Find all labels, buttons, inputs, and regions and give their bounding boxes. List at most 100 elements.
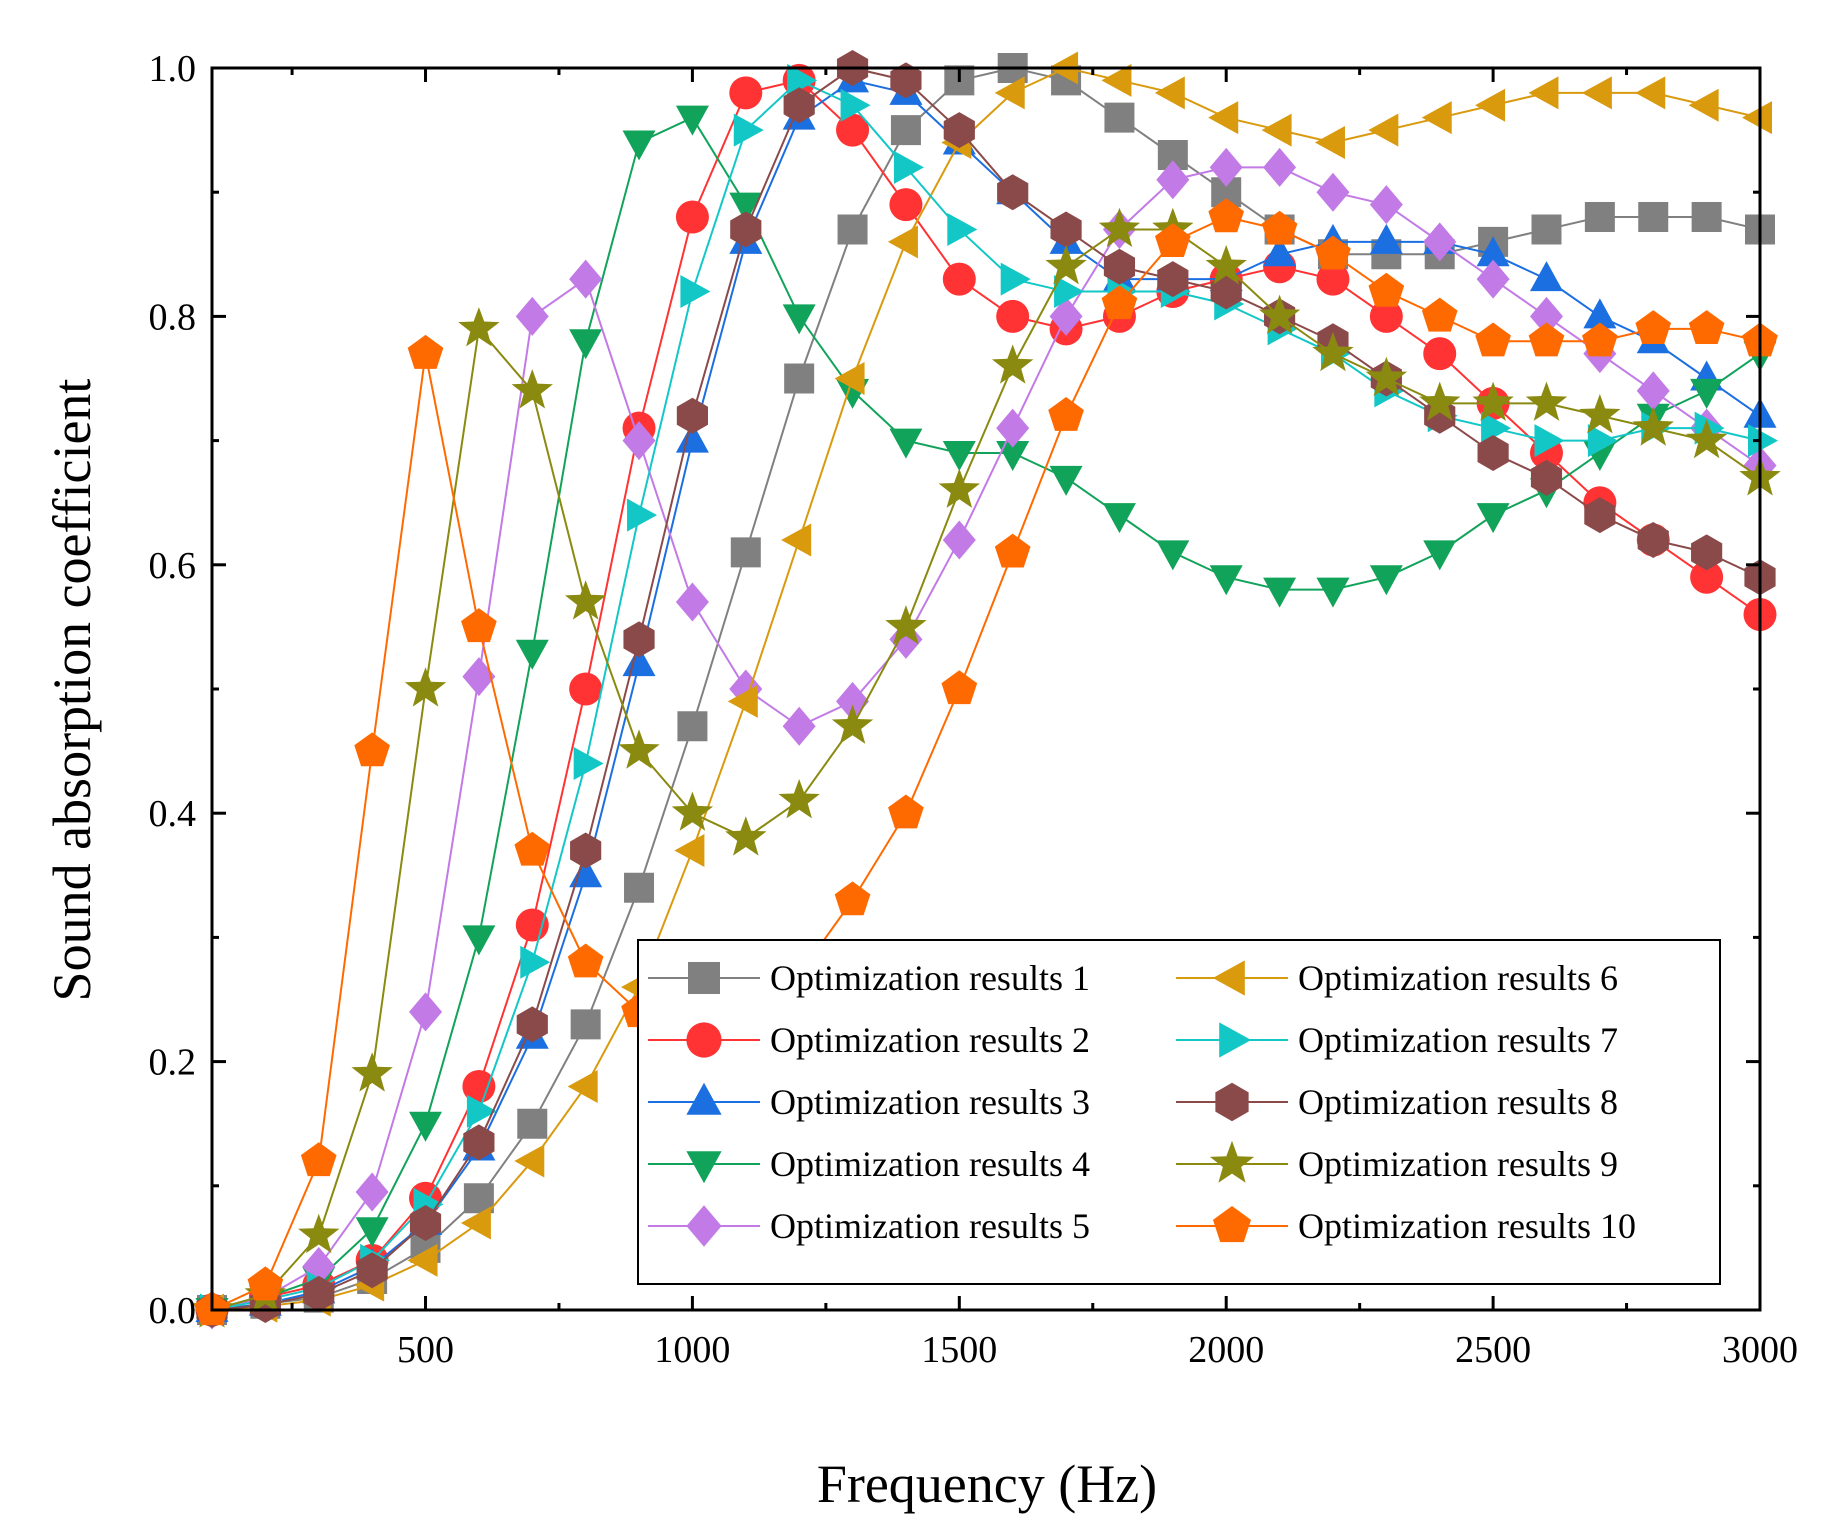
data-point-s9-2700 xyxy=(1579,394,1621,434)
x-tick-label: 500 xyxy=(397,1329,454,1371)
data-point-s4-1500 xyxy=(942,441,976,472)
legend-label: Optimization results 7 xyxy=(1298,1020,1618,1060)
data-point-s9-1400 xyxy=(885,605,927,645)
data-point-s8-1900 xyxy=(1157,261,1189,298)
data-point-s1-800 xyxy=(570,1009,601,1040)
data-point-s4-1800 xyxy=(1102,503,1136,534)
data-point-s9-1100 xyxy=(725,816,767,856)
data-point-s10-2800 xyxy=(1635,310,1672,344)
legend-marker xyxy=(1219,1022,1252,1058)
legend-marker xyxy=(686,1151,722,1184)
data-point-s5-600 xyxy=(462,657,496,697)
data-point-s9-2500 xyxy=(1472,381,1514,421)
data-point-s7-1300 xyxy=(840,88,871,122)
data-point-s6-600 xyxy=(460,1206,491,1240)
data-point-s3-2600 xyxy=(1529,261,1563,292)
data-point-s9-2400 xyxy=(1419,381,1461,421)
data-point-s7-1400 xyxy=(893,150,924,184)
data-point-s7-700 xyxy=(520,945,551,979)
legend-marker xyxy=(686,1205,722,1247)
data-point-s9-2200 xyxy=(1312,331,1354,372)
data-point-s10-600 xyxy=(461,608,497,643)
legend-entry-2: Optimization results 2 xyxy=(648,1020,1090,1060)
data-point-s6-2800 xyxy=(1635,76,1666,110)
data-point-s8-1400 xyxy=(890,62,922,99)
data-point-s6-500 xyxy=(407,1243,438,1277)
data-point-s10-2600 xyxy=(1528,322,1565,357)
data-point-s10-1300 xyxy=(834,881,871,916)
data-point-s9-900 xyxy=(618,729,660,769)
data-point-s7-1500 xyxy=(947,212,978,246)
legend: Optimization results 1 Optimization resul… xyxy=(637,939,1721,1285)
data-point-s7-3000 xyxy=(1748,424,1778,458)
data-point-s4-800 xyxy=(569,329,603,360)
data-point-s1-1200 xyxy=(784,363,815,394)
data-point-s8-500 xyxy=(409,1205,442,1242)
legend-marker xyxy=(688,962,720,994)
data-point-s8-700 xyxy=(516,1006,548,1043)
data-point-s5-2200 xyxy=(1316,172,1350,212)
data-point-s6-1900 xyxy=(1154,76,1185,110)
data-point-s9-1700 xyxy=(1045,244,1087,285)
data-point-s3-2700 xyxy=(1583,298,1617,329)
data-point-s4-2200 xyxy=(1316,577,1350,608)
legend-label: Optimization results 1 xyxy=(770,958,1090,998)
data-point-s8-1100 xyxy=(730,211,762,248)
data-point-s10-2300 xyxy=(1368,272,1405,307)
data-point-s4-1000 xyxy=(675,105,709,136)
data-point-s10-500 xyxy=(407,334,444,369)
legend-entry-8: Optimization results 8 xyxy=(1176,1082,1618,1122)
legend-marker xyxy=(686,1082,722,1115)
data-point-s8-2900 xyxy=(1691,534,1723,571)
data-point-s9-2900 xyxy=(1685,418,1728,459)
data-point-s5-1700 xyxy=(1049,296,1083,336)
legend-label: Optimization results 4 xyxy=(770,1144,1090,1184)
data-point-s9-1500 xyxy=(938,468,980,508)
data-point-s10-800 xyxy=(567,943,604,978)
legend-label: Optimization results 10 xyxy=(1298,1206,1636,1246)
legend-label: Optimization results 9 xyxy=(1298,1144,1618,1184)
x-tick-label: 1000 xyxy=(654,1329,730,1371)
legend-entry-4: Optimization results 4 xyxy=(648,1144,1090,1184)
data-point-s5-1500 xyxy=(942,520,976,560)
data-point-s2-1100 xyxy=(729,76,763,110)
legend-label: Optimization results 2 xyxy=(770,1020,1090,1060)
data-point-s10-700 xyxy=(514,831,551,866)
data-point-s4-2500 xyxy=(1476,503,1510,534)
data-point-s5-1200 xyxy=(782,706,816,746)
data-point-s1-1300 xyxy=(837,214,868,245)
legend-entry-7: Optimization results 7 xyxy=(1176,1020,1618,1060)
data-point-s9-1300 xyxy=(831,704,874,744)
data-point-s1-2000 xyxy=(1211,177,1242,208)
data-point-s7-2600 xyxy=(1534,424,1565,458)
data-point-s2-2300 xyxy=(1369,299,1403,333)
data-point-s7-900 xyxy=(627,498,658,532)
data-point-s8-800 xyxy=(570,832,602,869)
x-axis-title: Frequency (Hz) xyxy=(817,1454,1157,1514)
axes-layer: 500 1000 1500 2000 2500 3000 0.0 0.2 0.4 0.6 0.8 1.… xyxy=(149,48,1799,1371)
y-tick-label: 0.2 xyxy=(149,1042,197,1084)
data-point-s5-2100 xyxy=(1263,147,1297,187)
data-point-s6-1200 xyxy=(781,523,812,557)
data-point-s7-1200 xyxy=(787,63,818,97)
data-point-s8-1700 xyxy=(1050,211,1082,248)
data-point-s6-3000 xyxy=(1742,101,1772,135)
data-point-s9-2600 xyxy=(1525,381,1568,421)
data-point-s4-600 xyxy=(462,925,496,956)
data-point-s1-1400 xyxy=(890,115,921,146)
data-point-s3-2100 xyxy=(1263,236,1297,267)
data-point-s7-1700 xyxy=(1054,275,1085,309)
data-point-s10-300 xyxy=(300,1142,337,1177)
data-point-s4-1900 xyxy=(1156,540,1190,571)
data-point-s6-2200 xyxy=(1314,126,1345,160)
data-point-s8-1500 xyxy=(943,112,975,149)
data-point-s4-400 xyxy=(355,1217,389,1248)
data-point-s10-1500 xyxy=(941,670,978,705)
data-point-s9-500 xyxy=(404,667,447,707)
data-point-s10-2900 xyxy=(1688,310,1725,344)
x-tick-label: 2500 xyxy=(1455,1329,1531,1371)
data-point-s8-2000 xyxy=(1210,273,1242,310)
legend-entry-3: Optimization results 3 xyxy=(648,1082,1090,1122)
data-point-s2-1000 xyxy=(675,200,709,234)
y-tick-label: 0.6 xyxy=(149,545,197,587)
